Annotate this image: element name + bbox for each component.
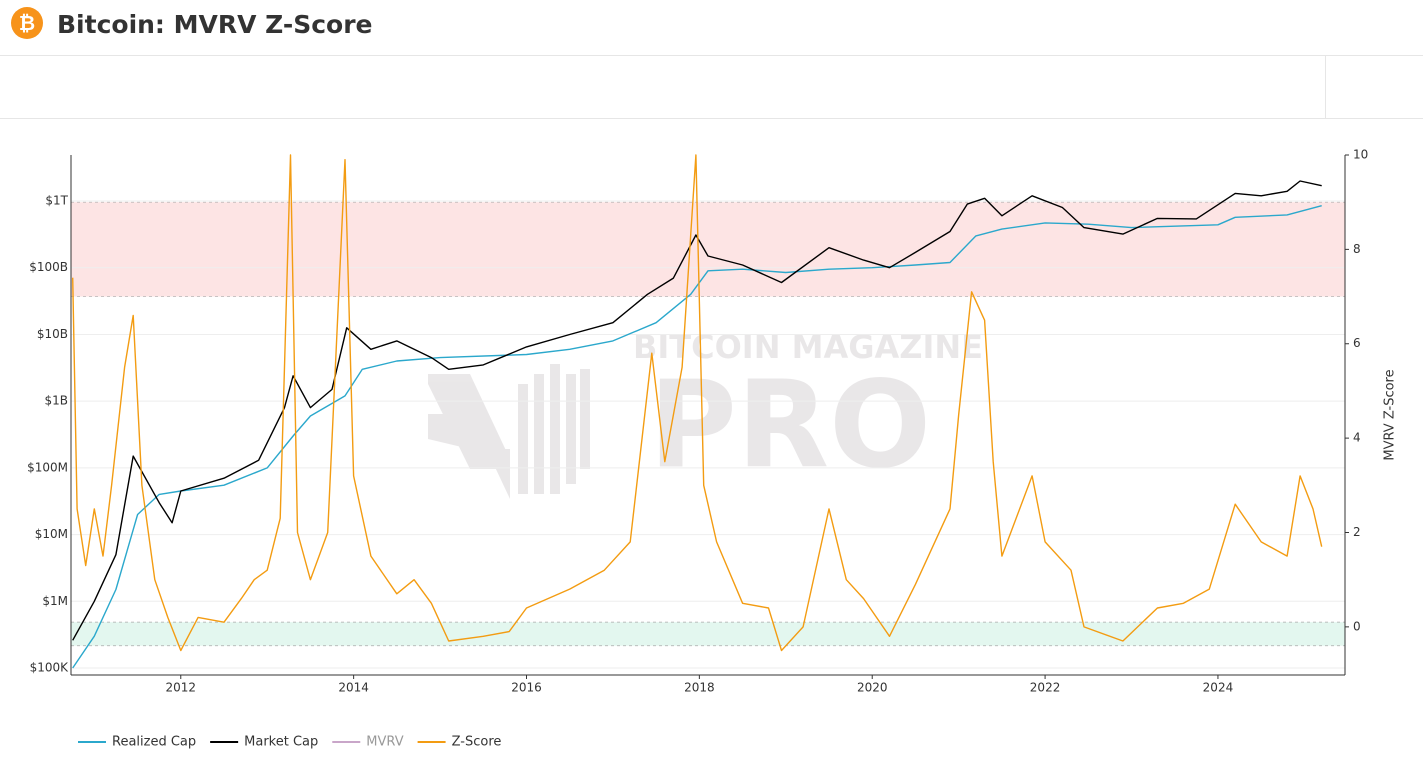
watermark xyxy=(428,364,590,499)
series-line xyxy=(72,154,1323,652)
y-tick-label: $100B xyxy=(29,260,68,274)
y-tick-label: $1M xyxy=(42,594,68,608)
series-line xyxy=(72,205,1322,669)
y2-tick-label: 2 xyxy=(1353,525,1361,539)
x-tick-label: 2014 xyxy=(338,681,369,695)
y-tick-label: $100M xyxy=(27,460,68,474)
y2-tick-label: 0 xyxy=(1353,619,1361,633)
y2-tick-label: 10 xyxy=(1353,148,1368,162)
x-tick-label: 2018 xyxy=(684,681,715,695)
page-title: Bitcoin: MVRV Z-Score xyxy=(57,10,373,39)
x-tick-label: 2016 xyxy=(511,681,542,695)
watermark-main: PRO xyxy=(649,357,931,496)
series-line xyxy=(72,180,1322,641)
legend-label: Z-Score xyxy=(452,735,502,750)
x-tick-label: 2012 xyxy=(165,681,196,695)
legend-label: Realized Cap xyxy=(112,735,196,750)
x-tick-label: 2022 xyxy=(1030,681,1061,695)
y-tick-label: $10B xyxy=(37,327,68,341)
band xyxy=(71,202,1345,297)
x-tick-label: 2020 xyxy=(857,681,888,695)
divider xyxy=(1325,56,1326,118)
y2-axis-label: MVRV Z-Score xyxy=(1383,369,1398,460)
y-tick-label: $1T xyxy=(45,194,68,208)
legend-label: MVRV xyxy=(366,735,403,750)
header: ₿ Bitcoin: MVRV Z-Score xyxy=(0,0,1423,56)
y-tick-label: $1B xyxy=(44,394,68,408)
chart: BITCOIN MAGAZINE PRO $100K$1M$10M$100M$1… xyxy=(27,148,1398,750)
bitcoin-icon: ₿ xyxy=(11,7,43,39)
y2-tick-label: 6 xyxy=(1353,336,1361,350)
band xyxy=(71,622,1345,646)
y2-tick-label: 8 xyxy=(1353,242,1361,256)
y2-tick-label: 4 xyxy=(1353,431,1361,445)
toolbar xyxy=(0,56,1423,119)
y-tick-label: $100K xyxy=(30,660,70,674)
legend-label: Market Cap xyxy=(244,735,318,750)
y-tick-label: $10M xyxy=(35,527,68,541)
x-tick-label: 2024 xyxy=(1203,681,1234,695)
